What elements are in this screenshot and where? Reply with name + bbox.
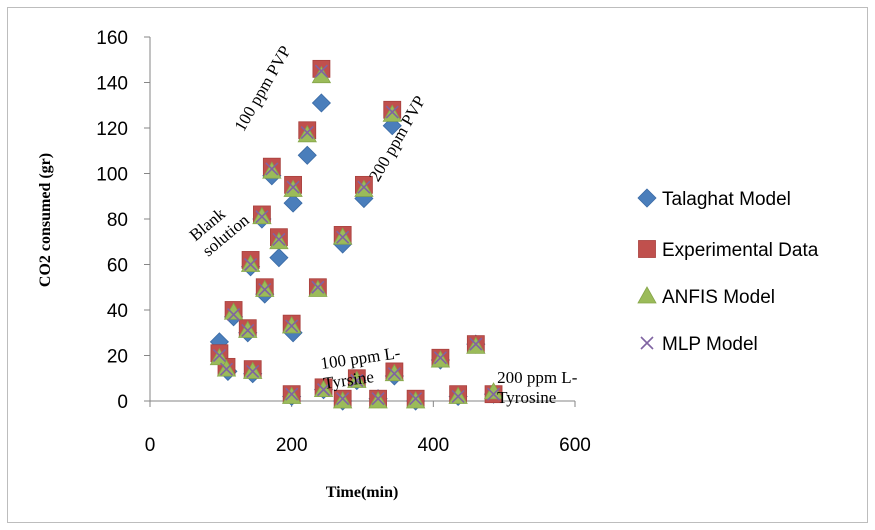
- x-point: [314, 64, 328, 78]
- legend-label: Experimental Data: [662, 240, 819, 261]
- diamond-point: [283, 193, 303, 213]
- legend-item: ANFIS Model: [637, 286, 775, 308]
- x-tick-label: 400: [417, 435, 449, 456]
- chart-frame: [7, 7, 868, 523]
- x-point: [300, 125, 314, 140]
- diamond-point: [311, 93, 331, 113]
- legend: Talaghat Model Experimental Data ANFIS Mod…: [637, 188, 819, 355]
- x-point: [285, 387, 299, 401]
- y-tick-label: 160: [96, 28, 128, 49]
- legend-label: ANFIS Model: [662, 287, 775, 308]
- x-point: [255, 210, 269, 224]
- data-points: [209, 59, 504, 411]
- x-point: [336, 392, 350, 406]
- legend-x-marker: [640, 336, 654, 350]
- x-point: [241, 323, 255, 338]
- x-axis: 0 200 400 600: [145, 400, 591, 456]
- annotation-label: Blanksolution: [186, 195, 253, 260]
- x-point: [316, 383, 331, 397]
- legend-triangle-marker: [637, 286, 657, 304]
- x-point: [469, 337, 483, 351]
- x-point: [357, 180, 371, 194]
- x-point: [336, 230, 350, 244]
- y-tick-label: 120: [96, 119, 128, 140]
- y-axis: 0 20 40 60 80 100 120 140 160: [96, 28, 151, 413]
- y-tick-label: 20: [107, 347, 128, 368]
- x-point: [265, 162, 279, 176]
- x-point: [451, 389, 465, 404]
- x-tick-label: 200: [276, 435, 308, 456]
- x-point: [286, 180, 300, 194]
- legend-label: Talaghat Model: [662, 189, 791, 210]
- annotation-line: 100 ppm PVP: [231, 42, 295, 134]
- legend-diamond-marker: [637, 188, 657, 208]
- x-point: [219, 362, 234, 376]
- x-point: [227, 307, 241, 322]
- x-tick-label: 600: [559, 435, 591, 456]
- y-tick-label: 60: [107, 256, 128, 277]
- x-point: [371, 392, 385, 406]
- x-point: [272, 232, 286, 247]
- triangle-point: [223, 302, 244, 320]
- legend-square-marker: [638, 240, 656, 258]
- x-point: [246, 364, 260, 378]
- annotation-label: 100 ppm PVP: [231, 42, 295, 134]
- y-tick-label: 40: [107, 301, 128, 322]
- x-point: [311, 280, 325, 294]
- y-tick-label: 80: [107, 210, 128, 231]
- x-point: [387, 367, 401, 381]
- series-x: [212, 64, 501, 406]
- legend-item: Talaghat Model: [637, 188, 791, 210]
- legend-item: MLP Model: [640, 334, 758, 355]
- x-point: [385, 105, 399, 119]
- legend-label: MLP Model: [662, 334, 758, 355]
- legend-item: Experimental Data: [638, 240, 819, 261]
- diamond-point: [269, 248, 289, 268]
- y-axis-title: CO2 consumed (gr): [37, 153, 54, 287]
- x-point: [244, 257, 258, 272]
- annotation-line: Tyrosine: [497, 388, 556, 407]
- x-point: [212, 348, 226, 363]
- x-axis-title: Time(min): [326, 484, 399, 501]
- x-point: [258, 282, 272, 297]
- y-tick-label: 0: [117, 392, 128, 413]
- x-point: [433, 351, 447, 365]
- x-point: [285, 319, 299, 333]
- triangle-point: [483, 382, 504, 400]
- x-point: [486, 387, 501, 401]
- x-point: [350, 373, 364, 388]
- x-tick-label: 0: [145, 435, 156, 456]
- y-tick-label: 100: [96, 165, 128, 186]
- y-tick-label: 140: [96, 74, 128, 95]
- diamond-point: [297, 145, 317, 165]
- x-point: [409, 392, 423, 406]
- annotation-line: 200 ppm L-: [497, 368, 578, 387]
- annotation-label: 200 ppm L-Tyrosine: [497, 368, 578, 407]
